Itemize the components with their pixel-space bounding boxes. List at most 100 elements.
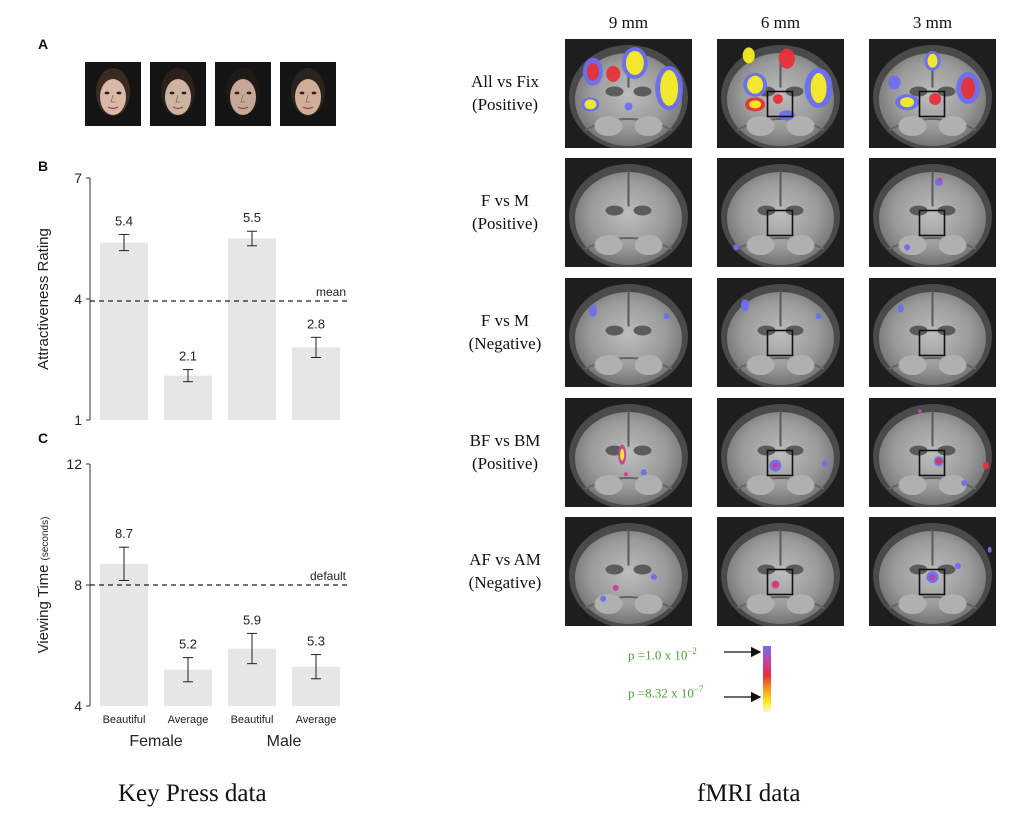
activation-blob <box>625 50 644 75</box>
y-tick-label: 4 <box>74 291 82 307</box>
activation-blob <box>606 65 621 82</box>
value-label: 5.9 <box>243 612 261 627</box>
activation-blob <box>773 582 778 587</box>
y-tick-label: 8 <box>74 577 82 593</box>
activation-blob <box>821 460 828 467</box>
activation-blob <box>954 563 961 570</box>
y-tick-label: 4 <box>74 698 82 714</box>
activation-blob <box>747 75 764 94</box>
value-label: 5.5 <box>243 210 261 225</box>
bar <box>100 242 148 420</box>
brain-slice <box>869 398 996 507</box>
brain-slice <box>869 517 996 626</box>
value-label: 5.4 <box>115 213 133 228</box>
roi-box <box>918 568 946 596</box>
value-label: 2.8 <box>307 316 325 331</box>
activation-blob <box>982 461 989 470</box>
activation-blob <box>904 244 911 251</box>
value-label: 5.2 <box>179 637 197 652</box>
bar <box>100 563 148 706</box>
bar <box>228 238 276 420</box>
activation-blob <box>588 304 597 317</box>
x-tick-label: Average <box>168 714 209 726</box>
colorbar-arrows <box>724 646 771 712</box>
activation-blob <box>938 177 943 182</box>
male-face-2 <box>280 62 336 126</box>
fmri-grid: 9 mm 6 mm 3 mm All vs Fix (Positive) F vs M (P… <box>468 13 996 626</box>
activation-blob <box>778 110 795 121</box>
brain-slice <box>869 158 996 267</box>
activation-blob <box>900 97 915 108</box>
panel-letter-c: C <box>38 430 49 446</box>
row-label: AF vs AM (Negative) <box>468 549 542 592</box>
reference-line-label: mean <box>316 285 346 299</box>
brain-slice <box>869 278 996 387</box>
brain-slice <box>717 398 844 507</box>
roi-box <box>918 209 946 237</box>
column-header: 6 mm <box>760 13 801 32</box>
panel-letter-b: B <box>38 158 49 174</box>
value-label: 5.3 <box>307 634 325 649</box>
reference-line-label: default <box>310 569 347 583</box>
viewing-time-chart: 4 8 12 Viewing Time(seconds) 8.7 5.2 5.9 5.3 def… <box>35 456 348 748</box>
female-face-2 <box>150 62 206 126</box>
x-tick-label: Beautiful <box>231 714 274 726</box>
activation-blob <box>778 48 795 69</box>
group-label: Female <box>129 733 182 748</box>
x-tick-label: Beautiful <box>103 714 146 726</box>
brain-slice <box>717 278 844 387</box>
activation-blob <box>917 409 922 414</box>
brain-slice <box>565 398 692 507</box>
activation-blob <box>663 313 670 320</box>
brain-slice <box>869 39 996 148</box>
roi-box <box>766 209 794 237</box>
roi-box <box>918 90 946 118</box>
activation-blob <box>612 584 619 591</box>
roi-box <box>918 329 946 357</box>
activation-blob <box>935 458 942 465</box>
colorbar: p =1.0 x 10−2 p =8.32 x 10−7 <box>628 638 788 718</box>
roi-box <box>766 90 794 118</box>
group-label: Male <box>267 733 302 748</box>
activation-blob <box>772 462 779 469</box>
activation-blob <box>927 53 938 68</box>
activation-blob <box>772 93 783 104</box>
roi-box <box>766 449 794 477</box>
female-face-1 <box>85 62 141 126</box>
p-value-high: p =1.0 x 10−2 <box>628 646 697 663</box>
activation-blob <box>623 472 628 477</box>
roi-box <box>766 329 794 357</box>
activation-blob <box>815 313 822 320</box>
value-label: 8.7 <box>115 526 133 541</box>
roi-box <box>766 568 794 596</box>
activation-blob <box>650 573 657 580</box>
activation-blob <box>929 92 942 105</box>
p-value-low: p =8.32 x 10−7 <box>628 684 704 701</box>
column-header: 3 mm <box>912 13 953 32</box>
row-label: F vs M (Negative) <box>468 310 542 353</box>
activation-blob <box>586 62 599 81</box>
roi-box <box>918 449 946 477</box>
face-stimuli <box>85 62 336 126</box>
activation-blob <box>987 546 992 553</box>
caption-fmri: fMRI data <box>697 780 801 807</box>
brain-slice <box>717 158 844 267</box>
activation-blob <box>929 573 936 580</box>
activation-blob <box>620 448 625 461</box>
attractiveness-chart: 1 4 7 Attractiveness Rating 5.4 2.1 5.5 2.8 mean <box>35 170 348 428</box>
row-label: F vs M (Positive) <box>471 190 539 233</box>
brain-slice <box>565 39 692 148</box>
male-face-1 <box>215 62 271 126</box>
activation-blob <box>584 99 597 110</box>
activation-blob <box>640 469 647 476</box>
y-tick-label: 7 <box>74 170 82 186</box>
row-label: BF vs BM (Positive) <box>469 430 541 473</box>
y-axis-label: Viewing Time(seconds) <box>35 517 52 654</box>
activation-blob <box>897 304 904 313</box>
x-tick-label: Average <box>296 714 337 726</box>
activation-blob <box>600 595 607 602</box>
activation-blob <box>733 244 740 251</box>
bar <box>164 375 212 420</box>
bar <box>292 347 340 420</box>
